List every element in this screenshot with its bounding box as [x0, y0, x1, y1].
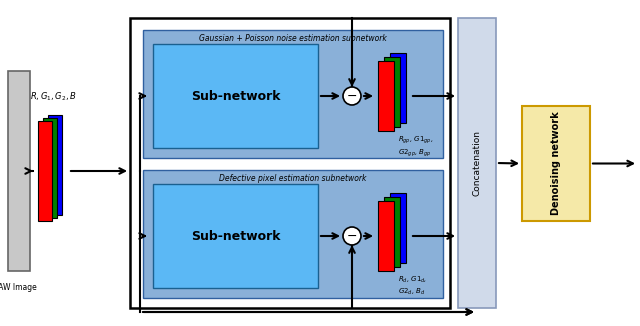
Circle shape [343, 87, 361, 105]
Bar [38, 121, 52, 221]
Bar [8, 71, 30, 271]
Text: −: − [347, 230, 357, 243]
Bar [522, 106, 590, 221]
Bar [378, 201, 394, 271]
Bar [48, 115, 62, 215]
Bar [143, 30, 443, 158]
Text: Sub-network: Sub-network [191, 230, 280, 243]
Bar [143, 170, 443, 298]
Bar [384, 197, 400, 267]
Text: −: − [347, 90, 357, 103]
Text: Denoising network: Denoising network [551, 111, 561, 215]
Text: Concatenation: Concatenation [472, 130, 481, 196]
Text: Defective pixel estimation subnetwork: Defective pixel estimation subnetwork [220, 174, 367, 183]
Text: $R_d$, $G1_d$,
$G2_d$, $B_d$: $R_d$, $G1_d$, $G2_d$, $B_d$ [398, 275, 428, 297]
Bar [390, 53, 406, 123]
Text: $R,G_1,G_2,B$: $R,G_1,G_2,B$ [29, 91, 76, 103]
Text: Sub-network: Sub-network [191, 90, 280, 102]
Bar [390, 193, 406, 263]
Text: Gaussian + Poisson noise estimation subnetwork: Gaussian + Poisson noise estimation subn… [199, 34, 387, 43]
Text: RAW Image: RAW Image [0, 284, 37, 292]
Bar [153, 44, 318, 148]
Bar [378, 61, 394, 131]
Bar [153, 184, 318, 288]
Bar [43, 118, 57, 218]
Circle shape [343, 227, 361, 245]
Bar [130, 18, 450, 308]
Bar [384, 57, 400, 127]
Text: $R_{gp}$, $G1_{gp}$,
$G2_{gp}$, $B_{gp}$: $R_{gp}$, $G1_{gp}$, $G2_{gp}$, $B_{gp}$ [398, 135, 433, 159]
Bar [458, 18, 496, 308]
